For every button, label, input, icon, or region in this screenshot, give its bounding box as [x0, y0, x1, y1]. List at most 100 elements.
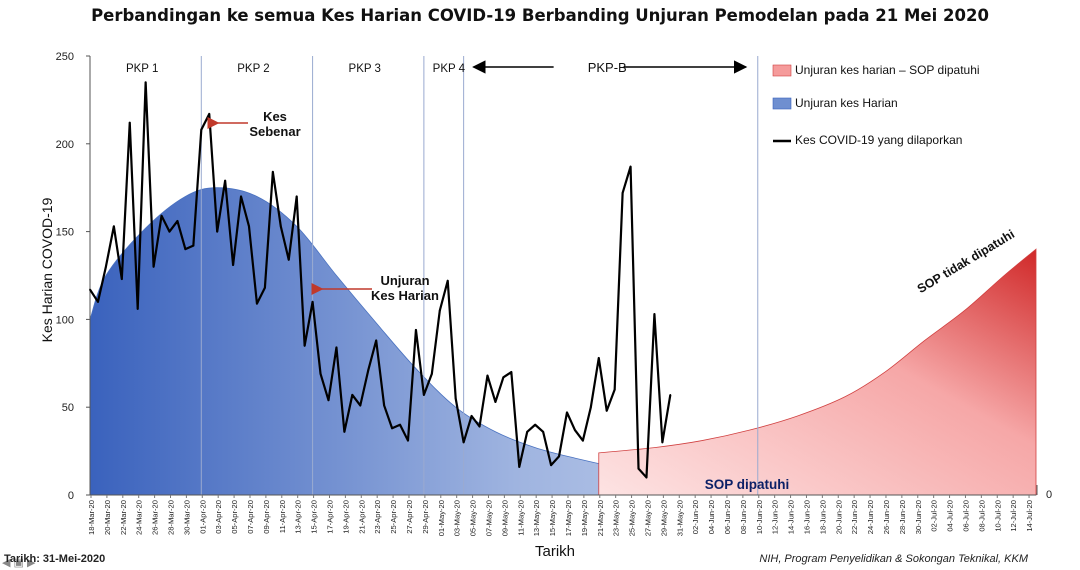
data-point: [462, 441, 465, 444]
data-point: [542, 430, 545, 433]
data-point: [184, 248, 187, 251]
x-tick-label: 11-May-20: [516, 500, 525, 536]
x-tick-label: 29-May-20: [659, 500, 668, 536]
data-point: [470, 415, 473, 417]
data-point: [566, 411, 568, 414]
data-point: [144, 81, 147, 84]
chart-title: Perbandingan ke semua Kes Harian COVID-1…: [91, 6, 989, 25]
phase-label-pkp-2: PKP 2: [237, 63, 269, 75]
x-tick-label: 28-Jun-20: [898, 500, 907, 534]
x-tick-label: 21-May-20: [596, 500, 605, 536]
y-tick-label: 0: [68, 490, 74, 502]
x-tick-label: 23-Apr-20: [373, 500, 382, 534]
x-tick-label: 04-Jul-20: [946, 500, 955, 532]
x-tick-label: 14-Jul-20: [1025, 500, 1034, 532]
slide-nav-icons[interactable]: ◀ ▣ ▶: [2, 557, 36, 569]
data-point: [208, 113, 211, 115]
data-point: [534, 423, 537, 426]
data-point: [629, 165, 632, 168]
x-tick-label: 15-May-20: [548, 500, 557, 536]
y-tick-label: 150: [56, 227, 74, 239]
x-tick-label: 02-Jul-20: [930, 500, 939, 532]
data-point: [319, 372, 322, 375]
x-tick-label: 19-May-20: [580, 500, 589, 536]
x-tick-label: 10-Jul-20: [993, 500, 1002, 532]
legend-label: Unjuran kes harian – SOP dipatuhi: [795, 63, 980, 77]
x-tick-label: 05-May-20: [469, 500, 478, 536]
data-point: [574, 429, 576, 431]
x-tick-label: 30-Mar-20: [182, 500, 191, 535]
data-point: [128, 121, 131, 124]
x-tick-label: 25-May-20: [628, 500, 637, 536]
data-point: [160, 214, 163, 217]
series-sop-dipatuhi-area: [598, 248, 1037, 496]
phase-label-pkp-4: PKP 4: [433, 63, 466, 75]
data-point: [407, 439, 409, 442]
x-tick-label: 01-Apr-20: [198, 500, 207, 534]
x-tick-label: 12-Jun-20: [771, 500, 780, 534]
data-point: [383, 404, 386, 407]
x-tick-label: 03-Apr-20: [214, 500, 223, 534]
data-point: [256, 302, 258, 305]
data-point: [669, 394, 672, 396]
data-point: [263, 286, 266, 289]
x-tick-label: 31-May-20: [675, 500, 684, 536]
data-point: [240, 195, 242, 198]
data-point: [359, 404, 362, 407]
x-tick-label: 10-Jun-20: [755, 500, 764, 534]
legend-swatch-unjuran: [772, 97, 792, 110]
data-point: [279, 225, 282, 228]
data-point: [454, 397, 457, 400]
x-tick-label: 27-May-20: [643, 500, 652, 536]
data-point: [478, 425, 481, 428]
data-point: [343, 430, 346, 433]
x-tick-label: 16-Jun-20: [802, 500, 811, 534]
data-point: [104, 265, 107, 268]
data-point: [112, 225, 115, 228]
data-point: [287, 258, 290, 261]
x-tick-label: 26-Jun-20: [882, 500, 891, 534]
data-point: [399, 423, 401, 426]
data-point: [422, 394, 425, 396]
data-point: [613, 388, 616, 391]
x-tick-label: 03-May-20: [453, 500, 462, 536]
y-tick-label: 50: [62, 402, 74, 414]
x-tick-label: 17-Apr-20: [325, 500, 334, 534]
data-point: [327, 399, 330, 402]
x-tick-label: 12-Jul-20: [1009, 500, 1018, 532]
annotation-sop-dipatuhi: SOP dipatuhi: [705, 477, 790, 492]
x-tick-label: 18-Jun-20: [818, 500, 827, 534]
data-point: [597, 357, 600, 359]
data-point: [152, 265, 155, 268]
annotation-unjuran-kes-harian: Unjuran Kes Harian: [371, 273, 439, 303]
y-tick-label: 100: [56, 314, 74, 326]
data-point: [637, 467, 640, 470]
legend-label: Kes COVID-19 yang dilaporkan: [795, 133, 962, 147]
data-point: [415, 329, 417, 331]
data-point: [192, 244, 195, 247]
x-tick-label: 28-Mar-20: [166, 500, 175, 535]
footer-date: Tarikh: 31-Mei-2020: [4, 553, 106, 565]
secondary-y-tick-label: 0: [1046, 489, 1052, 501]
data-point: [589, 406, 592, 409]
x-tick-label: 29-Apr-20: [421, 500, 430, 534]
x-tick-label: 08-Jul-20: [977, 500, 986, 532]
x-tick-label: 22-Mar-20: [119, 500, 128, 535]
data-point: [271, 170, 274, 173]
x-tick-label: 05-Apr-20: [230, 500, 239, 534]
data-point: [232, 264, 234, 266]
series-kes-dilaporkan-line: [89, 81, 672, 479]
x-tick-label: 07-May-20: [484, 500, 493, 536]
data-point: [176, 220, 179, 222]
x-tick-label: 09-Apr-20: [262, 500, 271, 534]
data-point: [136, 307, 139, 310]
x-tick-label: 21-Apr-20: [357, 500, 366, 534]
x-tick-label: 22-Jun-20: [850, 500, 859, 534]
y-tick-label: 200: [56, 139, 74, 151]
data-point: [391, 427, 393, 430]
data-point: [335, 346, 338, 349]
x-tick-label: 26-Mar-20: [151, 500, 160, 535]
x-tick-label: 06-Jun-20: [723, 500, 732, 534]
data-point: [295, 195, 298, 198]
